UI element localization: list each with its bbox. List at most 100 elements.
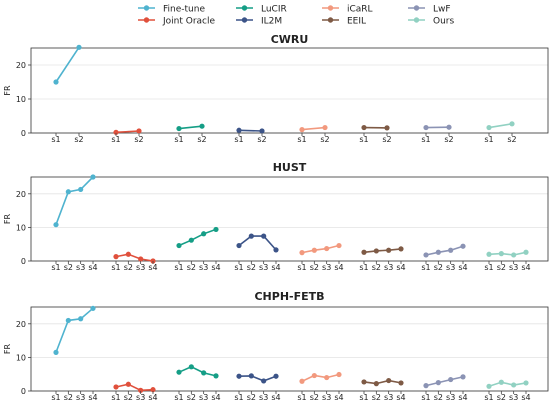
data-point-eeil	[361, 379, 366, 384]
x-tick-label: s2	[310, 263, 319, 272]
data-point-joint-oracle	[136, 128, 141, 133]
data-point-joint-oracle	[113, 254, 118, 259]
x-tick-label: s4	[211, 263, 220, 272]
data-point-lwf	[460, 244, 465, 249]
data-point-il2m	[261, 234, 266, 239]
data-point-eeil	[361, 125, 366, 130]
data-point-fine-tune	[53, 222, 58, 227]
data-point-ours	[499, 251, 504, 256]
x-tick-label: s2	[310, 393, 319, 402]
x-tick-label: s3	[76, 263, 85, 272]
data-point-lwf	[448, 377, 453, 382]
x-tick-label: s1	[51, 263, 60, 272]
y-tick-label: 0	[21, 257, 26, 266]
data-point-joint-oracle	[138, 256, 143, 261]
x-tick-label: s1	[359, 393, 368, 402]
x-tick-label: s1	[51, 393, 60, 402]
data-point-ours	[486, 252, 491, 257]
legend-marker-fine-tune	[144, 5, 149, 10]
data-point-joint-oracle	[126, 382, 131, 387]
x-tick-label: s2	[124, 393, 133, 402]
x-tick-label: s2	[320, 135, 329, 144]
data-point-icarl	[299, 250, 304, 255]
data-point-lucir	[201, 231, 206, 236]
x-tick-label: s4	[396, 263, 405, 272]
y-axis-label: FR	[3, 343, 12, 354]
x-tick-label: s4	[148, 263, 157, 272]
x-tick-label: s2	[507, 135, 516, 144]
data-point-il2m	[259, 128, 264, 133]
data-point-icarl	[312, 373, 317, 378]
x-tick-label: s2	[382, 135, 391, 144]
series-line-lucir	[179, 229, 216, 245]
x-tick-label: s2	[434, 263, 443, 272]
data-point-eeil	[398, 380, 403, 385]
data-point-lucir	[213, 373, 218, 378]
data-point-lwf	[423, 383, 428, 388]
y-tick-label: 20	[16, 190, 26, 199]
x-tick-label: s3	[446, 393, 455, 402]
data-point-icarl	[324, 375, 329, 380]
legend-marker-il2m	[242, 17, 247, 22]
series-line-joint-oracle	[116, 131, 139, 132]
series-line-ours	[489, 124, 512, 128]
data-point-lwf	[436, 380, 441, 385]
data-point-fine-tune	[76, 45, 81, 50]
series-line-eeil	[364, 249, 401, 252]
data-point-icarl	[322, 125, 327, 130]
legend-label-fine-tune: Fine-tune	[163, 5, 205, 15]
x-tick-label: s4	[271, 263, 280, 272]
data-point-lucir	[189, 238, 194, 243]
plot-frame	[31, 307, 548, 391]
x-tick-label: s4	[148, 393, 157, 402]
x-tick-label: s1	[359, 263, 368, 272]
data-point-icarl	[299, 127, 304, 132]
x-tick-label: s1	[111, 263, 120, 272]
x-tick-label: s2	[257, 135, 266, 144]
data-point-eeil	[386, 378, 391, 383]
data-point-ours	[511, 382, 516, 387]
x-tick-label: s4	[396, 393, 405, 402]
data-point-eeil	[384, 125, 389, 130]
y-tick-label: 10	[16, 95, 26, 104]
series-line-lucir	[179, 126, 202, 128]
x-tick-label: s1	[234, 263, 243, 272]
data-point-lwf	[460, 374, 465, 379]
x-tick-label: s3	[199, 263, 208, 272]
legend-label-icarl: iCaRL	[347, 5, 373, 15]
panel-title: HUST	[273, 161, 307, 174]
x-tick-label: s1	[111, 135, 120, 144]
legend-marker-joint-oracle	[144, 17, 149, 22]
data-point-ours	[486, 125, 491, 130]
data-point-il2m	[236, 243, 241, 248]
series-line-il2m	[239, 376, 276, 381]
panel-title: CWRU	[271, 33, 309, 46]
x-tick-label: s1	[421, 135, 430, 144]
data-point-fine-tune	[66, 189, 71, 194]
series-line-joint-oracle	[116, 384, 153, 390]
data-point-ours	[499, 380, 504, 385]
data-point-fine-tune	[78, 187, 83, 192]
x-tick-label: s3	[322, 393, 331, 402]
x-tick-label: s2	[434, 393, 443, 402]
series-line-icarl	[302, 128, 325, 130]
x-tick-label: s1	[234, 393, 243, 402]
x-tick-label: s1	[51, 135, 60, 144]
data-point-lucir	[201, 370, 206, 375]
x-tick-label: s4	[334, 393, 343, 402]
series-line-icarl	[302, 246, 339, 253]
legend-marker-lucir	[242, 5, 247, 10]
data-point-icarl	[336, 243, 341, 248]
data-point-eeil	[398, 246, 403, 251]
x-tick-label: s3	[136, 263, 145, 272]
x-tick-label: s2	[187, 393, 196, 402]
x-tick-label: s1	[297, 263, 306, 272]
series-line-il2m	[239, 130, 262, 131]
x-tick-label: s1	[174, 263, 183, 272]
y-tick-label: 20	[16, 61, 26, 70]
x-tick-label: s3	[136, 393, 145, 402]
